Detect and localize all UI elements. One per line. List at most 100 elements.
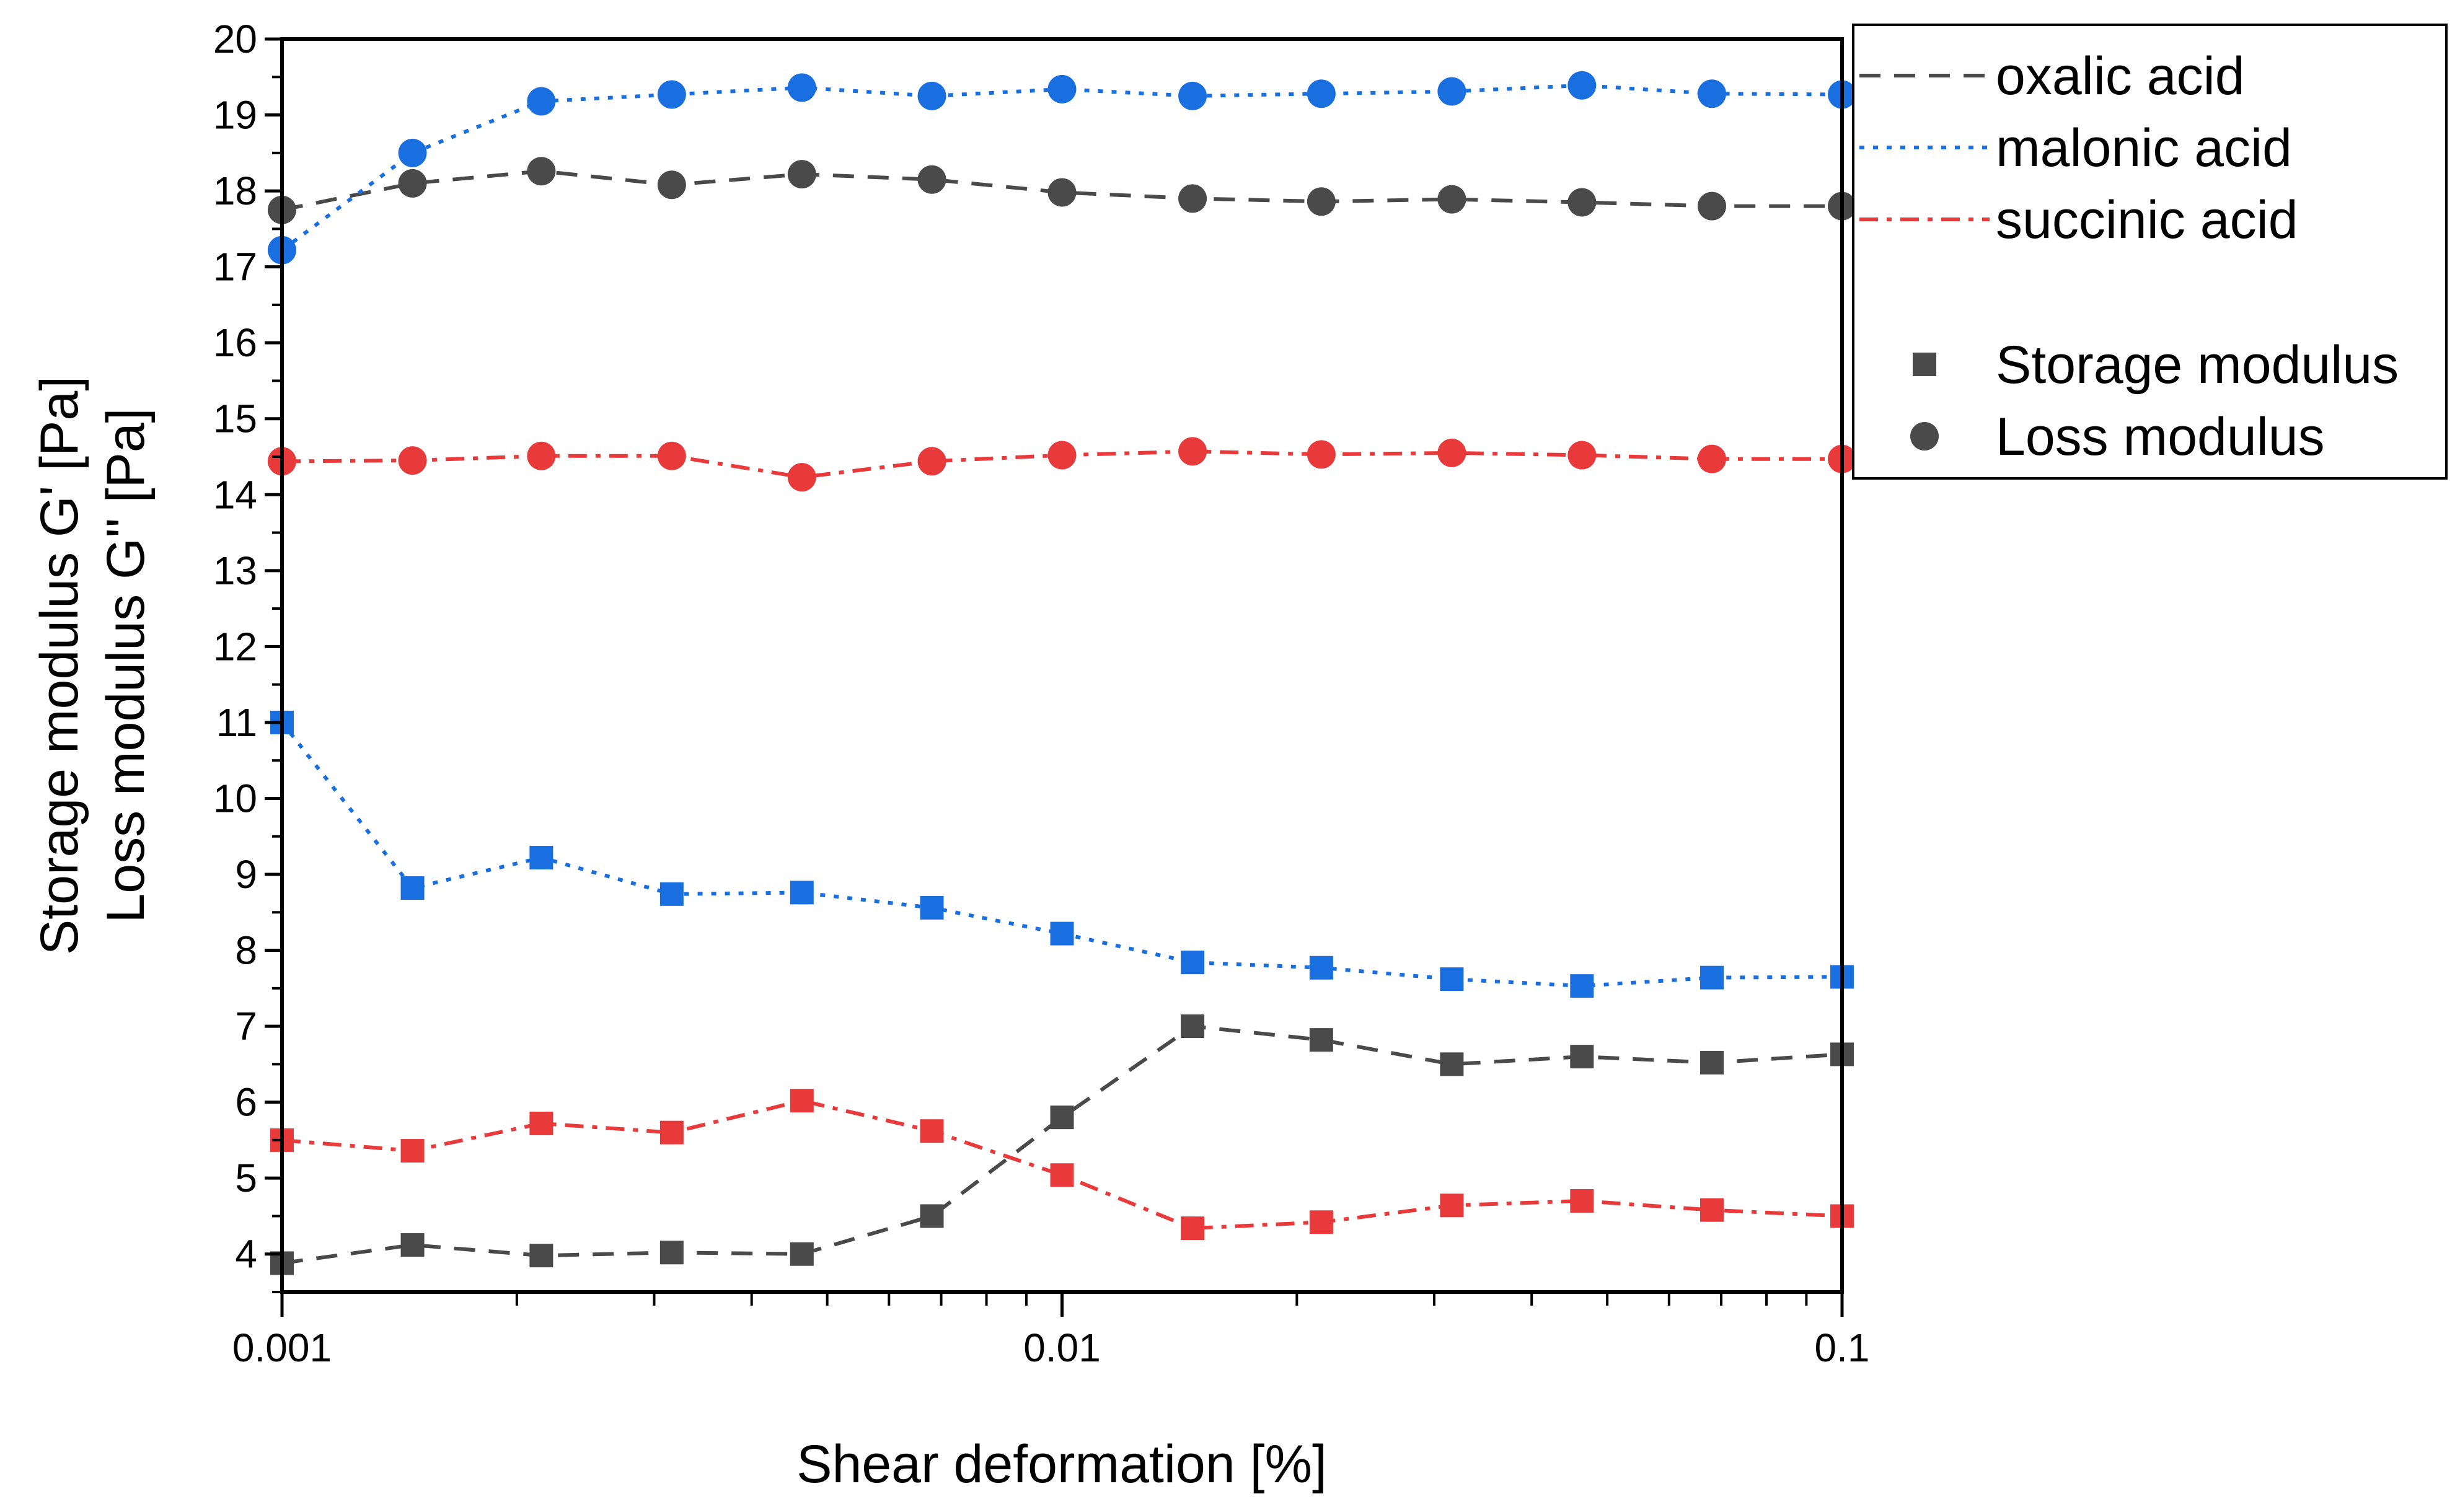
data-point	[657, 80, 686, 109]
data-point	[529, 846, 553, 870]
data-point	[1700, 1198, 1724, 1222]
legend-entry-malonic-acid: malonic acid	[1859, 118, 2292, 178]
y-tick-label: 18	[213, 169, 257, 213]
data-point	[917, 165, 946, 194]
data-point	[1178, 437, 1207, 466]
legend-label: Loss modulus	[1996, 407, 2325, 467]
x-axis: 0.001 0.01 0.1	[232, 1290, 1870, 1370]
data-point	[1050, 1163, 1074, 1187]
data-point	[1567, 441, 1597, 470]
data-point	[400, 1233, 425, 1257]
y-tick-label: 15	[213, 397, 257, 441]
data-point	[1047, 441, 1077, 470]
legend-label: oxalic acid	[1996, 46, 2245, 106]
series-succinic-acid-loss-modulus	[268, 437, 1856, 492]
y-tick-label: 16	[213, 320, 257, 365]
data-point	[1698, 191, 1727, 221]
data-point	[1178, 81, 1207, 110]
data-point	[1309, 956, 1333, 980]
data-point	[400, 1139, 425, 1163]
data-point	[657, 441, 686, 470]
y-tick-label: 14	[213, 472, 257, 517]
y-tick-label: 11	[216, 700, 257, 745]
data-point	[1698, 79, 1727, 108]
data-point	[920, 1204, 944, 1228]
data-point	[790, 1242, 814, 1266]
legend-label: Storage modulus	[1996, 335, 2399, 395]
legend-entry-oxalic-acid: oxalic acid	[1859, 46, 2245, 106]
data-point	[1437, 77, 1466, 106]
data-point	[1440, 1052, 1464, 1076]
data-point	[1047, 74, 1077, 103]
y-tick-label: 12	[213, 624, 257, 669]
data-point	[1307, 440, 1336, 469]
data-point	[527, 157, 556, 186]
data-point	[1309, 1210, 1333, 1234]
legend-marker	[1913, 353, 1936, 376]
data-series-group	[268, 71, 1856, 1275]
y-tick-label: 13	[213, 548, 257, 593]
data-point	[920, 895, 944, 920]
data-point	[1570, 1045, 1594, 1069]
data-point	[790, 1089, 814, 1113]
y-tick-label: 4	[235, 1232, 257, 1277]
data-point	[527, 441, 556, 470]
y-tick-label: 20	[213, 17, 257, 61]
data-point	[1309, 1028, 1333, 1052]
legend-frame	[1852, 24, 2448, 480]
data-point	[1050, 1105, 1074, 1130]
y-tick-label: 17	[213, 245, 257, 289]
data-point	[400, 876, 425, 900]
data-point	[920, 1119, 944, 1143]
legend-entry-loss-modulus: Loss modulus	[1910, 407, 2325, 467]
y-axis-title-loss: Loss modulus G'' [Pa]	[96, 408, 156, 923]
data-point	[1698, 444, 1727, 473]
x-tick-label: 0.1	[1815, 1325, 1870, 1370]
data-point	[1181, 1014, 1205, 1039]
data-point	[1181, 1216, 1205, 1241]
y-axis: 4 5 6 7 8 9 10 11 12 13 14 15 16 17 18 19 20	[213, 17, 284, 1293]
y-tick-label: 8	[235, 928, 257, 973]
data-point	[1437, 438, 1466, 467]
data-point	[529, 1111, 553, 1135]
data-point	[1181, 951, 1205, 975]
data-point	[398, 446, 427, 475]
y-tick-label: 6	[235, 1080, 257, 1125]
data-point	[1050, 921, 1074, 946]
data-point	[1047, 178, 1077, 207]
data-point	[1307, 187, 1336, 216]
x-tick-label: 0.001	[232, 1325, 332, 1370]
data-point	[1700, 1050, 1724, 1075]
data-point	[1567, 71, 1597, 100]
data-point	[659, 882, 684, 906]
y-tick-label: 7	[235, 1004, 257, 1048]
y-tick-label: 5	[235, 1156, 257, 1200]
legend-marker	[1910, 422, 1939, 451]
data-point	[657, 170, 686, 200]
y-axis-title-storage: Storage modulus G' [Pa]	[30, 376, 89, 955]
legend-entry-storage-modulus: Storage modulus	[1913, 335, 2399, 395]
y-tick-label: 10	[213, 776, 257, 820]
y-tick-label: 19	[213, 93, 257, 138]
legend-entry-succinic-acid: succinic acid	[1859, 190, 2298, 250]
data-point	[398, 138, 427, 167]
x-tick-label: 0.01	[1023, 1325, 1101, 1370]
data-point	[659, 1241, 684, 1265]
data-point	[1440, 967, 1464, 991]
data-point	[529, 1244, 553, 1268]
data-point	[1440, 1193, 1464, 1218]
data-point	[659, 1120, 684, 1145]
legend: oxalic acid malonic acid succinic acid Stor…	[1852, 24, 2448, 480]
data-point	[787, 73, 816, 102]
legend-label: succinic acid	[1996, 190, 2298, 250]
data-point	[1570, 974, 1594, 998]
data-point	[1437, 185, 1466, 214]
data-point	[1567, 188, 1597, 217]
data-point	[917, 81, 946, 110]
data-point	[790, 881, 814, 905]
data-point	[1700, 965, 1724, 990]
data-point	[398, 169, 427, 198]
legend-label: malonic acid	[1996, 118, 2292, 178]
data-point	[1178, 184, 1207, 213]
